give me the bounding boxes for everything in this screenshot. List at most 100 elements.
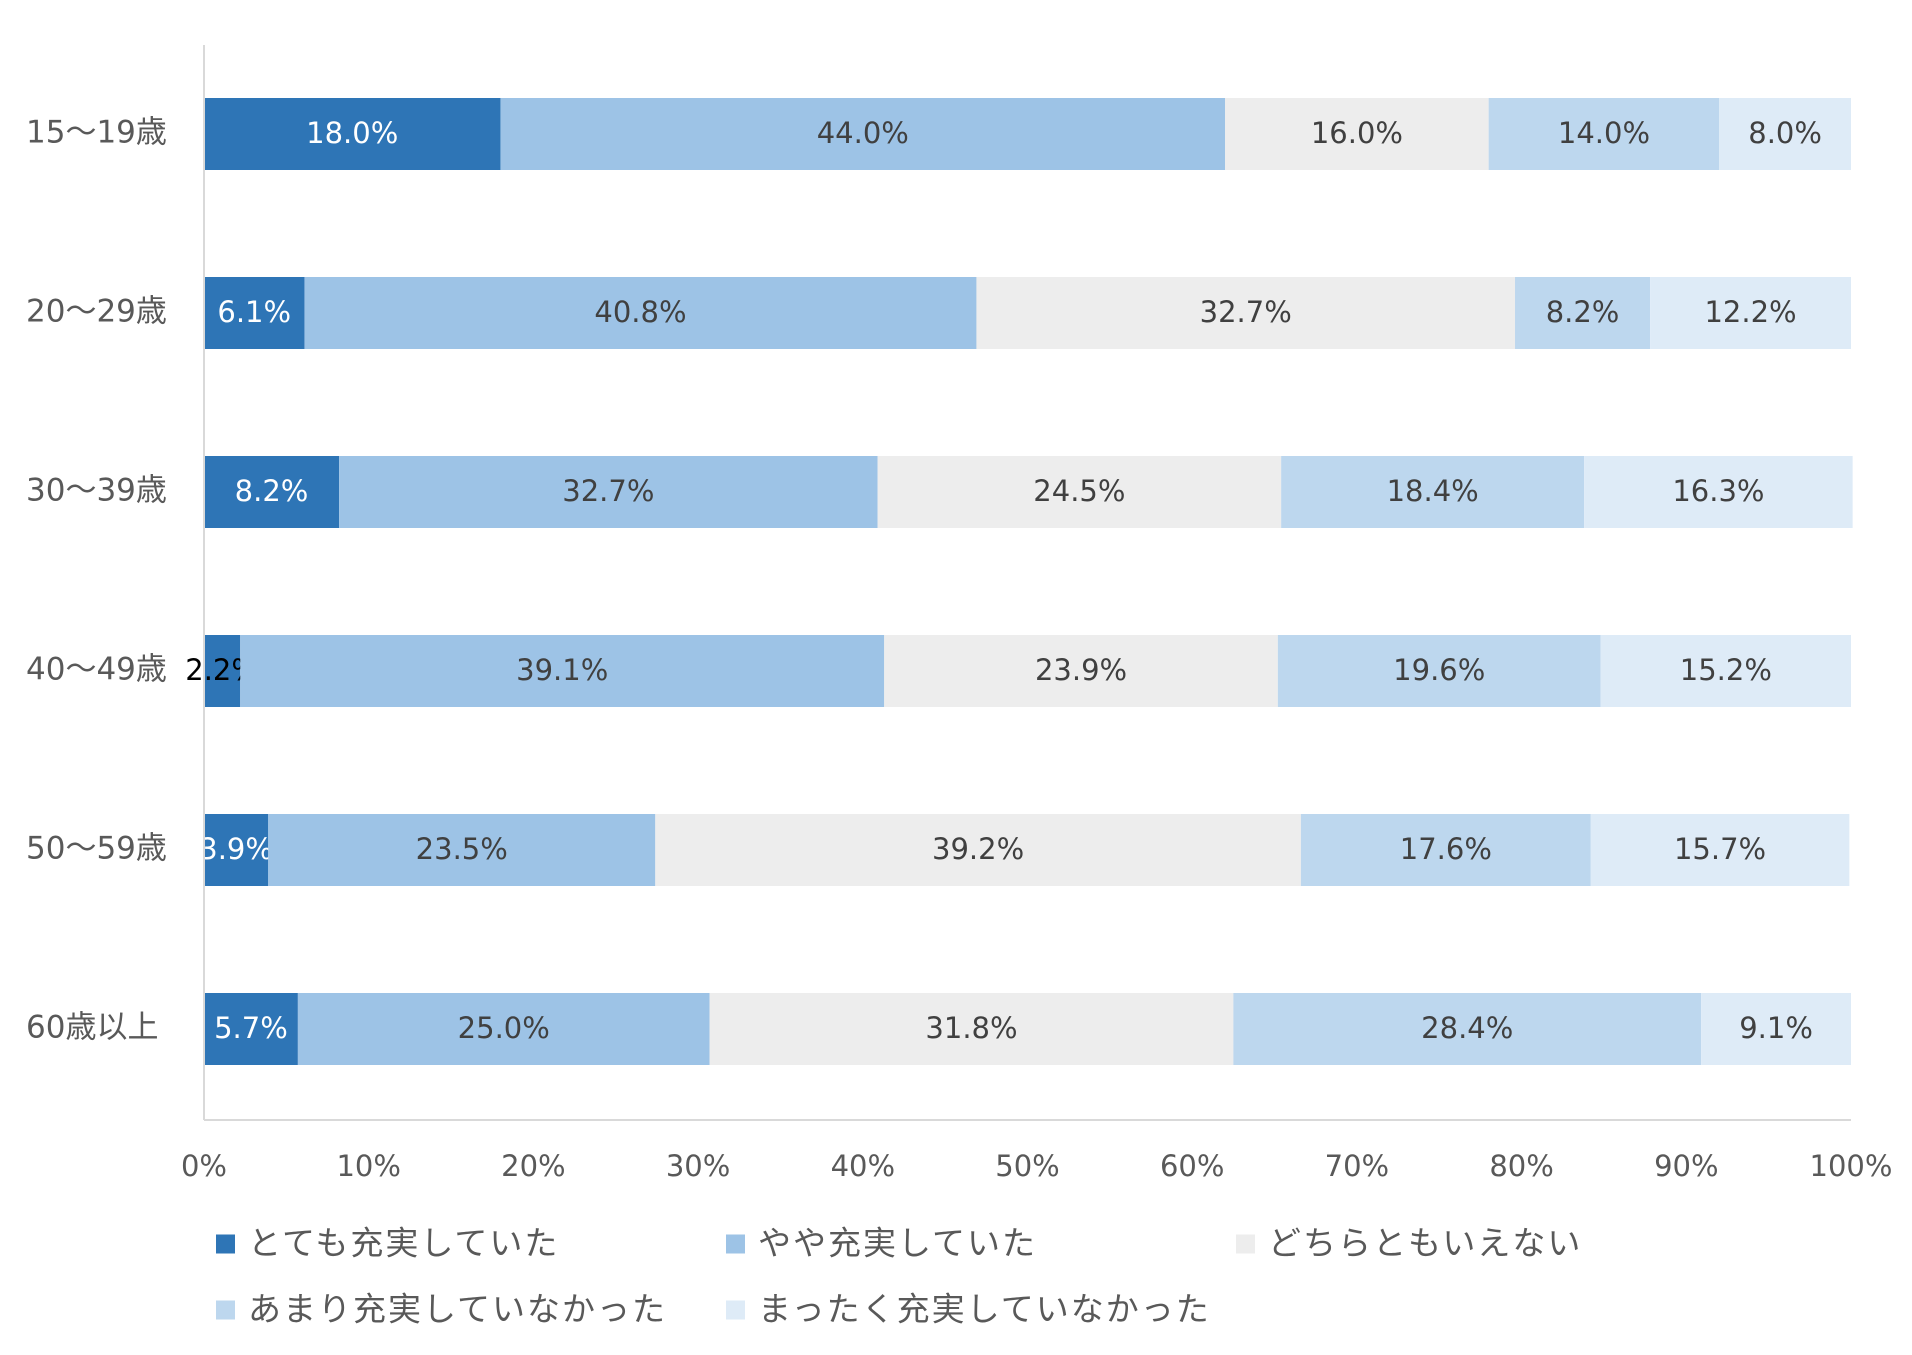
x-tick-label: 40%	[831, 1149, 895, 1183]
bar-row: 50〜59歳 3.9% 23.5% 39.2% 17.6% 15.7%	[26, 814, 1850, 886]
category-label: 20〜29歳	[26, 294, 167, 330]
bar-segment	[884, 635, 1278, 707]
legend-item: あまり充実していなかった	[216, 1290, 667, 1329]
data-label: 31.8%	[925, 1011, 1017, 1045]
data-label: 18.0%	[306, 116, 398, 150]
bar-segment	[204, 635, 241, 707]
bar-segment	[1701, 993, 1851, 1065]
data-label: 16.0%	[1311, 116, 1403, 150]
legend-item: まったく充実していなかった	[726, 1290, 1211, 1329]
data-label: 24.5%	[1033, 474, 1125, 508]
bar-segment	[204, 98, 501, 170]
data-label: 28.4%	[1421, 1011, 1513, 1045]
bar-segment	[304, 277, 977, 349]
data-label: 18.4%	[1387, 474, 1479, 508]
plot-area: 15〜19歳 18.0% 44.0% 16.0% 14.0% 8.0% 20〜29歳 6.1%…	[26, 98, 1853, 1065]
x-tick-label: 80%	[1489, 1149, 1553, 1183]
bar-segment	[204, 277, 305, 349]
bar-segment	[1515, 277, 1651, 349]
data-label: 9.1%	[1739, 1011, 1813, 1045]
data-label: 17.6%	[1400, 832, 1492, 866]
bar-segment	[1233, 993, 1702, 1065]
x-tick-label: 10%	[336, 1149, 400, 1183]
bar-segment	[204, 814, 269, 886]
legend-label: まったく充実していなかった	[758, 1290, 1211, 1329]
bar-segment	[339, 456, 878, 528]
data-label: 23.5%	[416, 832, 508, 866]
data-label: 32.7%	[1200, 295, 1292, 329]
bar-segment	[1719, 98, 1851, 170]
x-tick-label: 30%	[666, 1149, 730, 1183]
category-label: 60歳以上	[26, 1010, 158, 1046]
bar-segment	[1225, 98, 1489, 170]
legend-label: とても充実していた	[248, 1224, 559, 1263]
data-label: 6.1%	[217, 295, 291, 329]
bar-segment	[877, 456, 1282, 528]
legend-label: あまり充実していなかった	[248, 1290, 667, 1329]
bar-segment	[268, 814, 656, 886]
data-label: 8.0%	[1748, 116, 1822, 150]
bar-segment	[204, 993, 298, 1065]
data-label: 15.7%	[1674, 832, 1766, 866]
x-tick-label: 0%	[181, 1149, 227, 1183]
bar-segment	[204, 456, 340, 528]
bar-segment	[1590, 814, 1850, 886]
bar-row: 60歳以上 5.7% 25.0% 31.8% 28.4% 9.1%	[26, 993, 1851, 1065]
bar-segment	[500, 98, 1226, 170]
x-tick-label: 100%	[1810, 1149, 1893, 1183]
legend-item: やや充実していた	[726, 1224, 1037, 1263]
legend-item: どちらともいえない	[1236, 1224, 1582, 1263]
data-label: 25.0%	[458, 1011, 550, 1045]
x-tick-label: 60%	[1160, 1149, 1224, 1183]
bar-segment	[1600, 635, 1851, 707]
x-tick-label: 50%	[995, 1149, 1059, 1183]
data-label: 23.9%	[1035, 653, 1127, 687]
bar-segment	[976, 277, 1516, 349]
legend-label: やや充実していた	[758, 1224, 1037, 1263]
data-label: 40.8%	[594, 295, 686, 329]
axes: 0% 10% 20% 30% 40% 50% 60% 70% 80% 90% 100%	[181, 45, 1892, 1183]
data-label: 3.9%	[199, 832, 273, 866]
legend-label: どちらともいえない	[1268, 1224, 1582, 1263]
bar-segment	[297, 993, 710, 1065]
bar-segment	[1650, 277, 1851, 349]
data-label: 14.0%	[1558, 116, 1650, 150]
bar-segment	[1281, 456, 1585, 528]
category-label: 15〜19歳	[26, 115, 167, 151]
data-label: 8.2%	[1546, 295, 1620, 329]
data-label: 32.7%	[562, 474, 654, 508]
bar-segment	[1488, 98, 1720, 170]
bar-row: 30〜39歳 8.2% 32.7% 24.5% 18.4% 16.3%	[26, 456, 1853, 528]
x-tick-label: 20%	[501, 1149, 565, 1183]
legend-swatch	[216, 1234, 235, 1254]
bar-segment	[655, 814, 1301, 886]
bar-segment	[1277, 635, 1601, 707]
x-tick-label: 70%	[1325, 1149, 1389, 1183]
data-label: 12.2%	[1704, 295, 1796, 329]
data-label: 39.2%	[932, 832, 1024, 866]
data-label: 15.2%	[1680, 653, 1772, 687]
category-label: 40〜49歳	[26, 652, 167, 688]
bar-segment	[1584, 456, 1853, 528]
data-label: 39.1%	[516, 653, 608, 687]
data-label: 16.3%	[1672, 474, 1764, 508]
data-label: 19.6%	[1393, 653, 1485, 687]
legend-swatch	[726, 1300, 745, 1320]
data-label: 8.2%	[235, 474, 309, 508]
x-tick-label: 90%	[1654, 1149, 1718, 1183]
bar-row: 20〜29歳 6.1% 40.8% 32.7% 8.2% 12.2%	[26, 277, 1851, 349]
category-label: 50〜59歳	[26, 831, 167, 867]
legend-swatch	[726, 1234, 745, 1254]
category-label: 30〜39歳	[26, 473, 167, 509]
bar-segment	[709, 993, 1234, 1065]
bar-segment	[240, 635, 885, 707]
bar-row: 15〜19歳 18.0% 44.0% 16.0% 14.0% 8.0%	[26, 98, 1851, 170]
legend-swatch	[1236, 1234, 1255, 1254]
bar-segment	[1300, 814, 1591, 886]
legend-swatch	[216, 1300, 235, 1320]
data-label: 44.0%	[817, 116, 909, 150]
data-label: 5.7%	[214, 1011, 288, 1045]
legend-item: とても充実していた	[216, 1224, 559, 1263]
